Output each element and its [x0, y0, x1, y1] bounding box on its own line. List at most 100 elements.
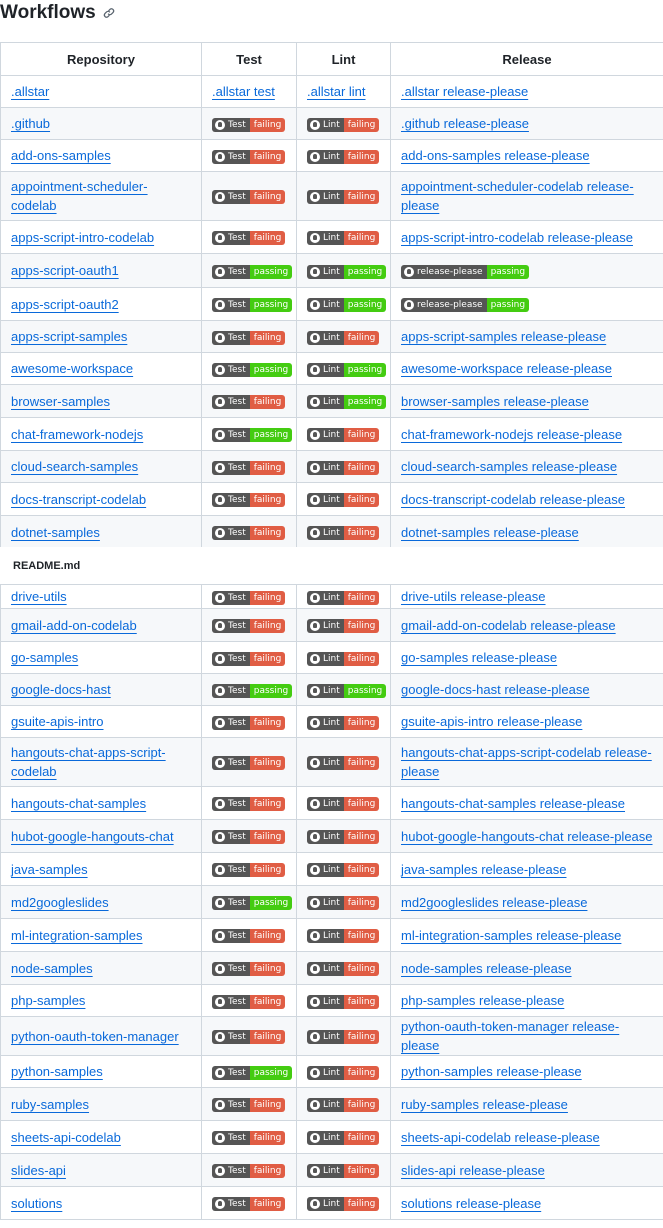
repo-link[interactable]: apps-script-intro-codelab — [11, 229, 155, 245]
repo-link[interactable]: solutions — [11, 1195, 63, 1211]
status-badge[interactable]: Lint failing — [307, 460, 380, 475]
release-link[interactable]: apps-script-intro-codelab release-please — [401, 229, 633, 245]
release-link[interactable]: awesome-workspace release-please — [401, 361, 612, 376]
repo-link[interactable]: .github — [11, 116, 51, 131]
status-badge[interactable]: Lint failing — [307, 1098, 380, 1113]
repo-link[interactable]: hangouts-chat-samples — [11, 795, 147, 811]
status-badge[interactable]: Lint failing — [307, 962, 380, 977]
repo-link[interactable]: gsuite-apis-intro — [11, 714, 104, 729]
status-badge[interactable]: Lint failing — [307, 1030, 380, 1045]
test-link[interactable]: .allstar test — [212, 84, 275, 99]
status-badge[interactable]: Lint failing — [307, 715, 380, 730]
release-link[interactable]: drive-utils release-please — [401, 589, 546, 604]
repo-link[interactable]: browser-samples — [11, 393, 110, 409]
repo-link[interactable]: apps-script-oauth1 — [11, 263, 119, 278]
status-badge[interactable]: Lint failing — [307, 1197, 380, 1212]
status-badge[interactable]: Test passing — [212, 264, 293, 279]
repo-link[interactable]: chat-framework-nodejs — [11, 426, 144, 442]
status-badge[interactable]: Lint failing — [307, 330, 380, 345]
repo-link[interactable]: appointment-scheduler-codelab — [11, 179, 148, 213]
status-badge[interactable]: Test failing — [212, 1197, 286, 1212]
repo-link[interactable]: ruby-samples — [11, 1096, 90, 1112]
release-link[interactable]: hangouts-chat-apps-script-codelab releas… — [401, 745, 652, 779]
status-badge[interactable]: Test failing — [212, 863, 286, 878]
status-badge[interactable]: Test failing — [212, 460, 286, 475]
status-badge[interactable]: release-please passing — [401, 298, 530, 313]
status-badge[interactable]: Lint failing — [307, 896, 380, 911]
status-badge[interactable]: Lint failing — [307, 756, 380, 771]
status-badge[interactable]: Lint failing — [307, 231, 380, 246]
release-link[interactable]: hubot-google-hangouts-chat release-pleas… — [401, 828, 653, 844]
status-badge[interactable]: Test failing — [212, 929, 286, 944]
repo-link[interactable]: node-samples — [11, 960, 93, 976]
release-link[interactable]: python-oauth-token-manager release-pleas… — [401, 1019, 620, 1053]
repo-link[interactable]: slides-api — [11, 1162, 66, 1178]
status-badge[interactable]: Test failing — [212, 619, 286, 634]
release-link[interactable]: slides-api release-please — [401, 1162, 545, 1178]
status-badge[interactable]: Test failing — [212, 590, 286, 605]
status-badge[interactable]: release-please passing — [401, 264, 530, 279]
release-link[interactable]: python-samples release-please — [401, 1064, 582, 1079]
repo-link[interactable]: cloud-search-samples — [11, 459, 139, 474]
release-link[interactable]: ruby-samples release-please — [401, 1096, 568, 1112]
status-badge[interactable]: Test failing — [212, 797, 286, 812]
status-badge[interactable]: Test passing — [212, 896, 293, 911]
repo-link[interactable]: drive-utils — [11, 589, 67, 604]
status-badge[interactable]: Lint failing — [307, 428, 380, 443]
release-link[interactable]: sheets-api-codelab release-please — [401, 1129, 600, 1145]
status-badge[interactable]: Lint failing — [307, 929, 380, 944]
status-badge[interactable]: Lint failing — [307, 117, 380, 132]
status-badge[interactable]: Lint failing — [307, 994, 380, 1009]
status-badge[interactable]: Lint failing — [307, 149, 380, 164]
status-badge[interactable]: Test failing — [212, 493, 286, 508]
repo-link[interactable]: apps-script-oauth2 — [11, 296, 119, 312]
status-badge[interactable]: Test failing — [212, 994, 286, 1009]
status-badge[interactable]: Test passing — [212, 362, 293, 377]
status-badge[interactable]: Test failing — [212, 651, 286, 666]
status-badge[interactable]: Lint failing — [307, 526, 380, 541]
repo-link[interactable]: php-samples — [11, 993, 86, 1008]
status-badge[interactable]: Test failing — [212, 1131, 286, 1146]
status-badge[interactable]: Test failing — [212, 149, 286, 164]
repo-link[interactable]: md2googleslides — [11, 894, 109, 910]
status-badge[interactable]: Lint passing — [307, 683, 387, 698]
status-badge[interactable]: Lint passing — [307, 264, 387, 279]
repo-link[interactable]: hubot-google-hangouts-chat — [11, 828, 174, 844]
status-badge[interactable]: Lint failing — [307, 1065, 380, 1080]
release-link[interactable]: java-samples release-please — [401, 861, 567, 877]
status-badge[interactable]: Lint failing — [307, 590, 380, 605]
repo-link[interactable]: .allstar — [11, 84, 50, 99]
status-badge[interactable]: Test failing — [212, 117, 286, 132]
repo-link[interactable]: google-docs-hast — [11, 682, 111, 697]
release-link[interactable]: .allstar release-please — [401, 84, 529, 99]
repo-link[interactable]: hangouts-chat-apps-script-codelab — [11, 745, 166, 779]
status-badge[interactable]: Lint failing — [307, 830, 380, 845]
status-badge[interactable]: Lint failing — [307, 619, 380, 634]
release-link[interactable]: browser-samples release-please — [401, 393, 589, 409]
repo-link[interactable]: python-oauth-token-manager — [11, 1028, 179, 1044]
status-badge[interactable]: Lint passing — [307, 298, 387, 313]
release-link[interactable]: hangouts-chat-samples release-please — [401, 795, 626, 811]
status-badge[interactable]: Test failing — [212, 395, 286, 410]
status-badge[interactable]: Test failing — [212, 1098, 286, 1113]
status-badge[interactable]: Lint failing — [307, 797, 380, 812]
status-badge[interactable]: Test passing — [212, 1065, 293, 1080]
lint-link[interactable]: .allstar lint — [307, 84, 366, 99]
repo-link[interactable]: python-samples — [11, 1064, 103, 1079]
status-badge[interactable]: Test failing — [212, 526, 286, 541]
release-link[interactable]: md2googleslides release-please — [401, 894, 588, 910]
status-badge[interactable]: Test failing — [212, 190, 286, 205]
status-badge[interactable]: Test failing — [212, 1030, 286, 1045]
release-link[interactable]: google-docs-hast release-please — [401, 682, 590, 697]
release-link[interactable]: add-ons-samples release-please — [401, 148, 590, 163]
status-badge[interactable]: Test failing — [212, 715, 286, 730]
release-link[interactable]: cloud-search-samples release-please — [401, 459, 618, 474]
release-link[interactable]: node-samples release-please — [401, 960, 572, 976]
status-badge[interactable]: Lint failing — [307, 651, 380, 666]
release-link[interactable]: .github release-please — [401, 116, 529, 131]
repo-link[interactable]: dotnet-samples — [11, 524, 100, 540]
status-badge[interactable]: Lint failing — [307, 190, 380, 205]
repo-link[interactable]: ml-integration-samples — [11, 927, 143, 943]
status-badge[interactable]: Lint failing — [307, 863, 380, 878]
release-link[interactable]: go-samples release-please — [401, 650, 558, 665]
